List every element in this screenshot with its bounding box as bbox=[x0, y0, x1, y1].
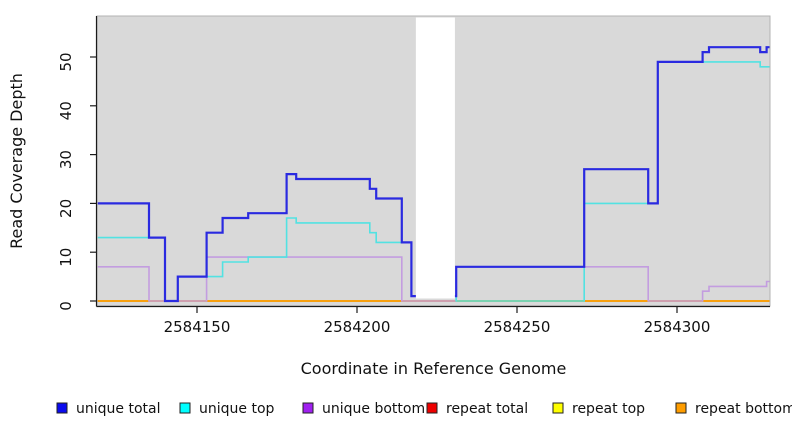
legend-label-unique-top: unique top bbox=[199, 401, 275, 417]
legend-label-repeat-bottom: repeat bottom bbox=[695, 401, 792, 417]
legend-label-repeat-top: repeat top bbox=[572, 401, 645, 417]
masked-region bbox=[415, 17, 455, 299]
legend-label-unique-bottom: unique bottom bbox=[322, 401, 425, 417]
y-tick-label: 30 bbox=[57, 150, 75, 169]
y-tick-label: 50 bbox=[57, 52, 75, 71]
legend-swatch-unique-top bbox=[179, 402, 191, 414]
y-tick-label: 40 bbox=[57, 101, 75, 120]
x-tick-label: 2584250 bbox=[484, 318, 551, 336]
x-tick-label: 2584200 bbox=[324, 318, 391, 336]
x-tick-label: 2584150 bbox=[164, 318, 231, 336]
legend-label-unique-total: unique total bbox=[76, 401, 160, 417]
legend-swatch-unique-bottom bbox=[302, 402, 314, 414]
y-tick-label: 0 bbox=[57, 301, 75, 311]
legend-swatch-unique-total bbox=[56, 402, 68, 414]
y-tick-label: 20 bbox=[57, 199, 75, 218]
unique-total-line bbox=[97, 46, 770, 303]
y-tick-label: 10 bbox=[57, 248, 75, 267]
legend-swatch-repeat-bottom bbox=[675, 402, 687, 414]
x-tick-label: 2584300 bbox=[644, 318, 711, 336]
x-axis-title: Coordinate in Reference Genome bbox=[301, 359, 567, 378]
y-axis-title: Read Coverage Depth bbox=[7, 73, 26, 249]
legend-swatch-repeat-total bbox=[426, 402, 438, 414]
legend-swatch-repeat-top bbox=[552, 402, 564, 414]
legend-label-repeat-total: repeat total bbox=[446, 401, 528, 417]
